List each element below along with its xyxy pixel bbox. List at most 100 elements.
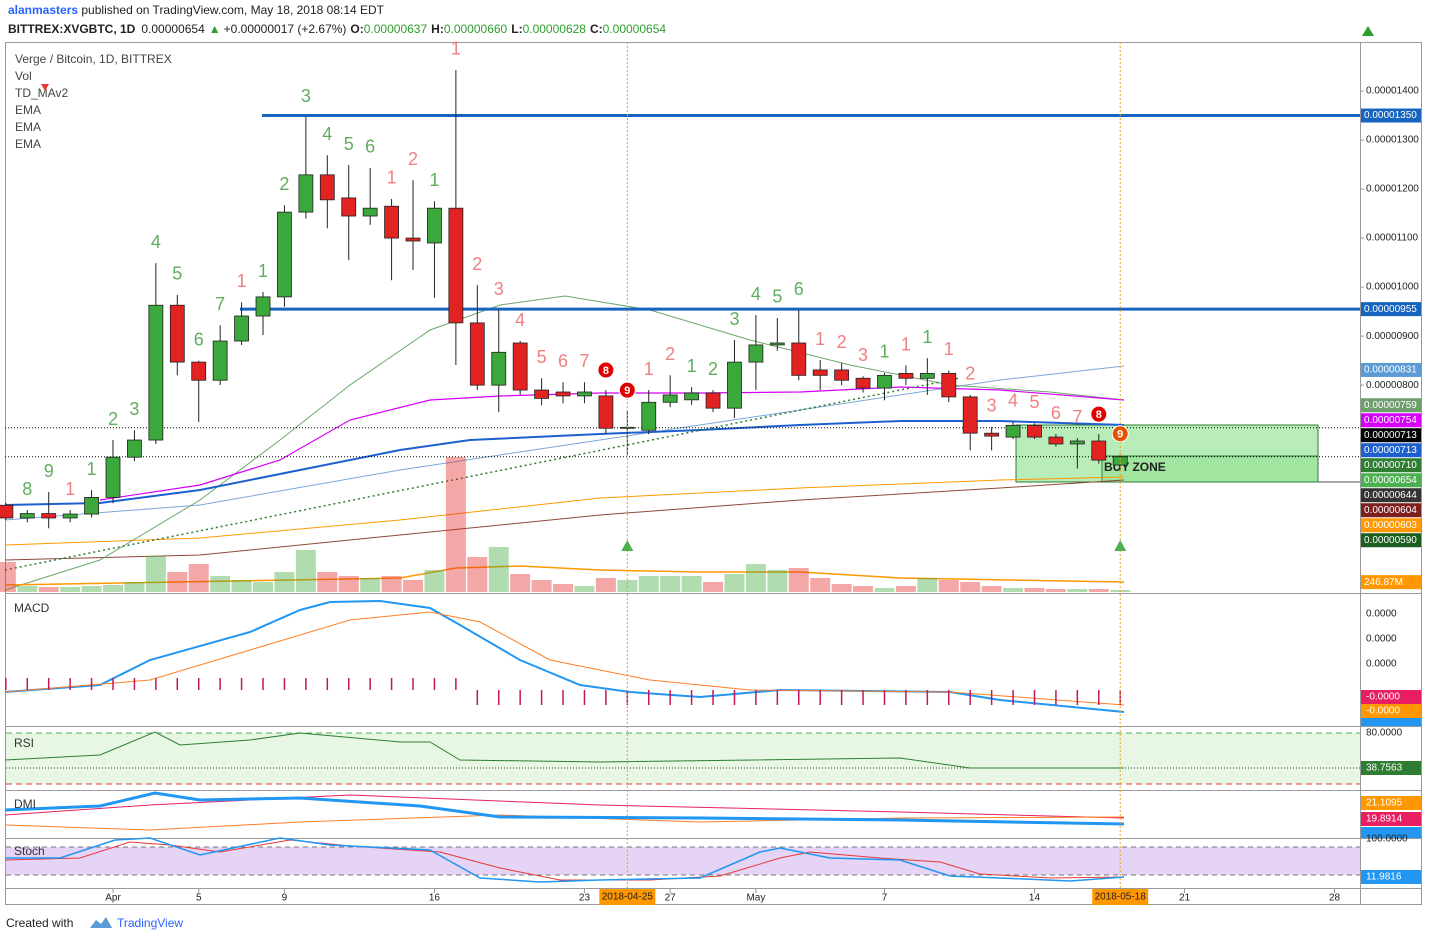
volume-bar xyxy=(145,556,166,592)
td-count: 1 xyxy=(879,342,889,362)
volume-bar xyxy=(295,550,316,592)
volume-bar xyxy=(124,582,145,592)
y-tick-label: 0.00000900 xyxy=(1366,331,1419,342)
td-count: 3 xyxy=(494,279,504,299)
volume-bar xyxy=(103,585,123,592)
y-tick-label: 0.00001400 xyxy=(1366,86,1419,97)
x-tick-label: 16 xyxy=(429,893,441,904)
candle-body xyxy=(362,207,378,217)
ema-line xyxy=(4,365,1125,521)
macd-line xyxy=(4,599,1125,713)
volume-bar xyxy=(510,574,531,592)
price-badge xyxy=(1361,533,1421,548)
badge xyxy=(1361,812,1421,826)
candle-body xyxy=(19,513,35,519)
volume-bar xyxy=(188,564,209,592)
volume-bar xyxy=(17,586,38,592)
td-count: 1 xyxy=(237,271,247,291)
author[interactable]: alanmasters xyxy=(8,3,78,17)
td-count: 2 xyxy=(708,359,718,379)
tv-logo xyxy=(90,917,112,928)
volume-bar xyxy=(960,582,981,592)
axis-label: 0.0000 xyxy=(1366,609,1397,620)
candle-body xyxy=(148,304,164,441)
td-count: 1 xyxy=(87,459,97,479)
axis-label: 0.0000 xyxy=(1366,659,1397,670)
td-count: 6 xyxy=(558,351,568,371)
main-pane xyxy=(0,69,1360,592)
volume-bar xyxy=(745,564,766,592)
axis-label: 0.0000 xyxy=(1366,634,1397,645)
y-tick-label: 0.00001100 xyxy=(1366,233,1419,244)
volume-bar xyxy=(531,580,552,592)
candle-body xyxy=(127,439,142,458)
volume-ma xyxy=(4,565,1125,586)
buy-zone-inner xyxy=(1101,455,1319,483)
o-value: 0.00000637 xyxy=(364,22,428,36)
candle-body xyxy=(1091,440,1107,461)
date-badge-label: 2018-04-25 xyxy=(602,892,654,903)
td-count: 5 xyxy=(537,347,547,367)
volume-bar xyxy=(831,584,852,592)
price-badge-label: 0.00001350 xyxy=(1364,110,1417,121)
candle-body xyxy=(84,496,99,515)
dmi xyxy=(4,791,1125,831)
pane-title: Stoch xyxy=(14,844,45,858)
marker-triangle xyxy=(1114,540,1127,551)
legend-item: EMA xyxy=(15,137,41,151)
date-badge xyxy=(1092,889,1149,905)
td-count: 5 xyxy=(172,264,182,284)
price-badge-label: 0.00000590 xyxy=(1364,535,1417,546)
td-count: 3 xyxy=(729,309,739,329)
dmi-line xyxy=(4,814,1125,831)
legend-item: TD_MAv2 xyxy=(15,86,68,100)
footer-brand[interactable]: TradingView xyxy=(117,916,183,930)
price-badge-label: 0.00000754 xyxy=(1364,415,1417,426)
candle-body xyxy=(298,174,314,213)
candle-body xyxy=(748,344,764,363)
td-count: 1 xyxy=(815,329,825,349)
td-count: 1 xyxy=(922,327,932,347)
volume-bar xyxy=(788,568,809,592)
volume-bar xyxy=(60,587,81,592)
candle-body xyxy=(234,315,249,342)
volume-bar xyxy=(874,588,895,592)
price-badge-label: 0.00000710 xyxy=(1364,460,1417,471)
td-count: 2 xyxy=(965,364,975,384)
volume-bar xyxy=(553,584,574,592)
change: +0.00000017 (+2.67%) xyxy=(224,22,347,36)
candle-body xyxy=(555,391,571,397)
candle-body xyxy=(791,342,807,376)
price-badge xyxy=(1361,428,1421,443)
candle-body xyxy=(962,396,978,434)
td-count: 8 xyxy=(1096,409,1102,421)
volume-bar xyxy=(488,547,509,592)
volume-bar xyxy=(467,557,488,592)
td-count: 5 xyxy=(772,287,782,307)
price-badge xyxy=(1361,503,1421,518)
candle-body xyxy=(427,207,442,244)
pane-title: MACD xyxy=(14,601,50,615)
legend-item: Vol xyxy=(15,69,32,83)
price-badge-label: 0.00000603 xyxy=(1364,520,1417,531)
legend-item: EMA xyxy=(15,103,41,117)
price-badge xyxy=(1361,108,1421,123)
l-label: L: xyxy=(511,22,522,36)
td-count: 1 xyxy=(429,170,439,190)
c-label: C: xyxy=(590,22,603,36)
candle-body xyxy=(384,205,399,239)
candle-body xyxy=(727,361,742,409)
price-badge xyxy=(1361,413,1421,428)
candle-body xyxy=(662,394,678,403)
x-tick-label: 9 xyxy=(282,893,288,904)
td-count: 4 xyxy=(1008,391,1018,411)
ema-line xyxy=(4,420,1125,506)
volume-bar xyxy=(360,578,381,592)
volume-bar xyxy=(1088,589,1109,592)
volume-bar xyxy=(1067,589,1088,592)
candle-body xyxy=(769,342,785,346)
candle-body xyxy=(577,391,592,397)
y-tick-label: 0.00001000 xyxy=(1366,282,1419,293)
